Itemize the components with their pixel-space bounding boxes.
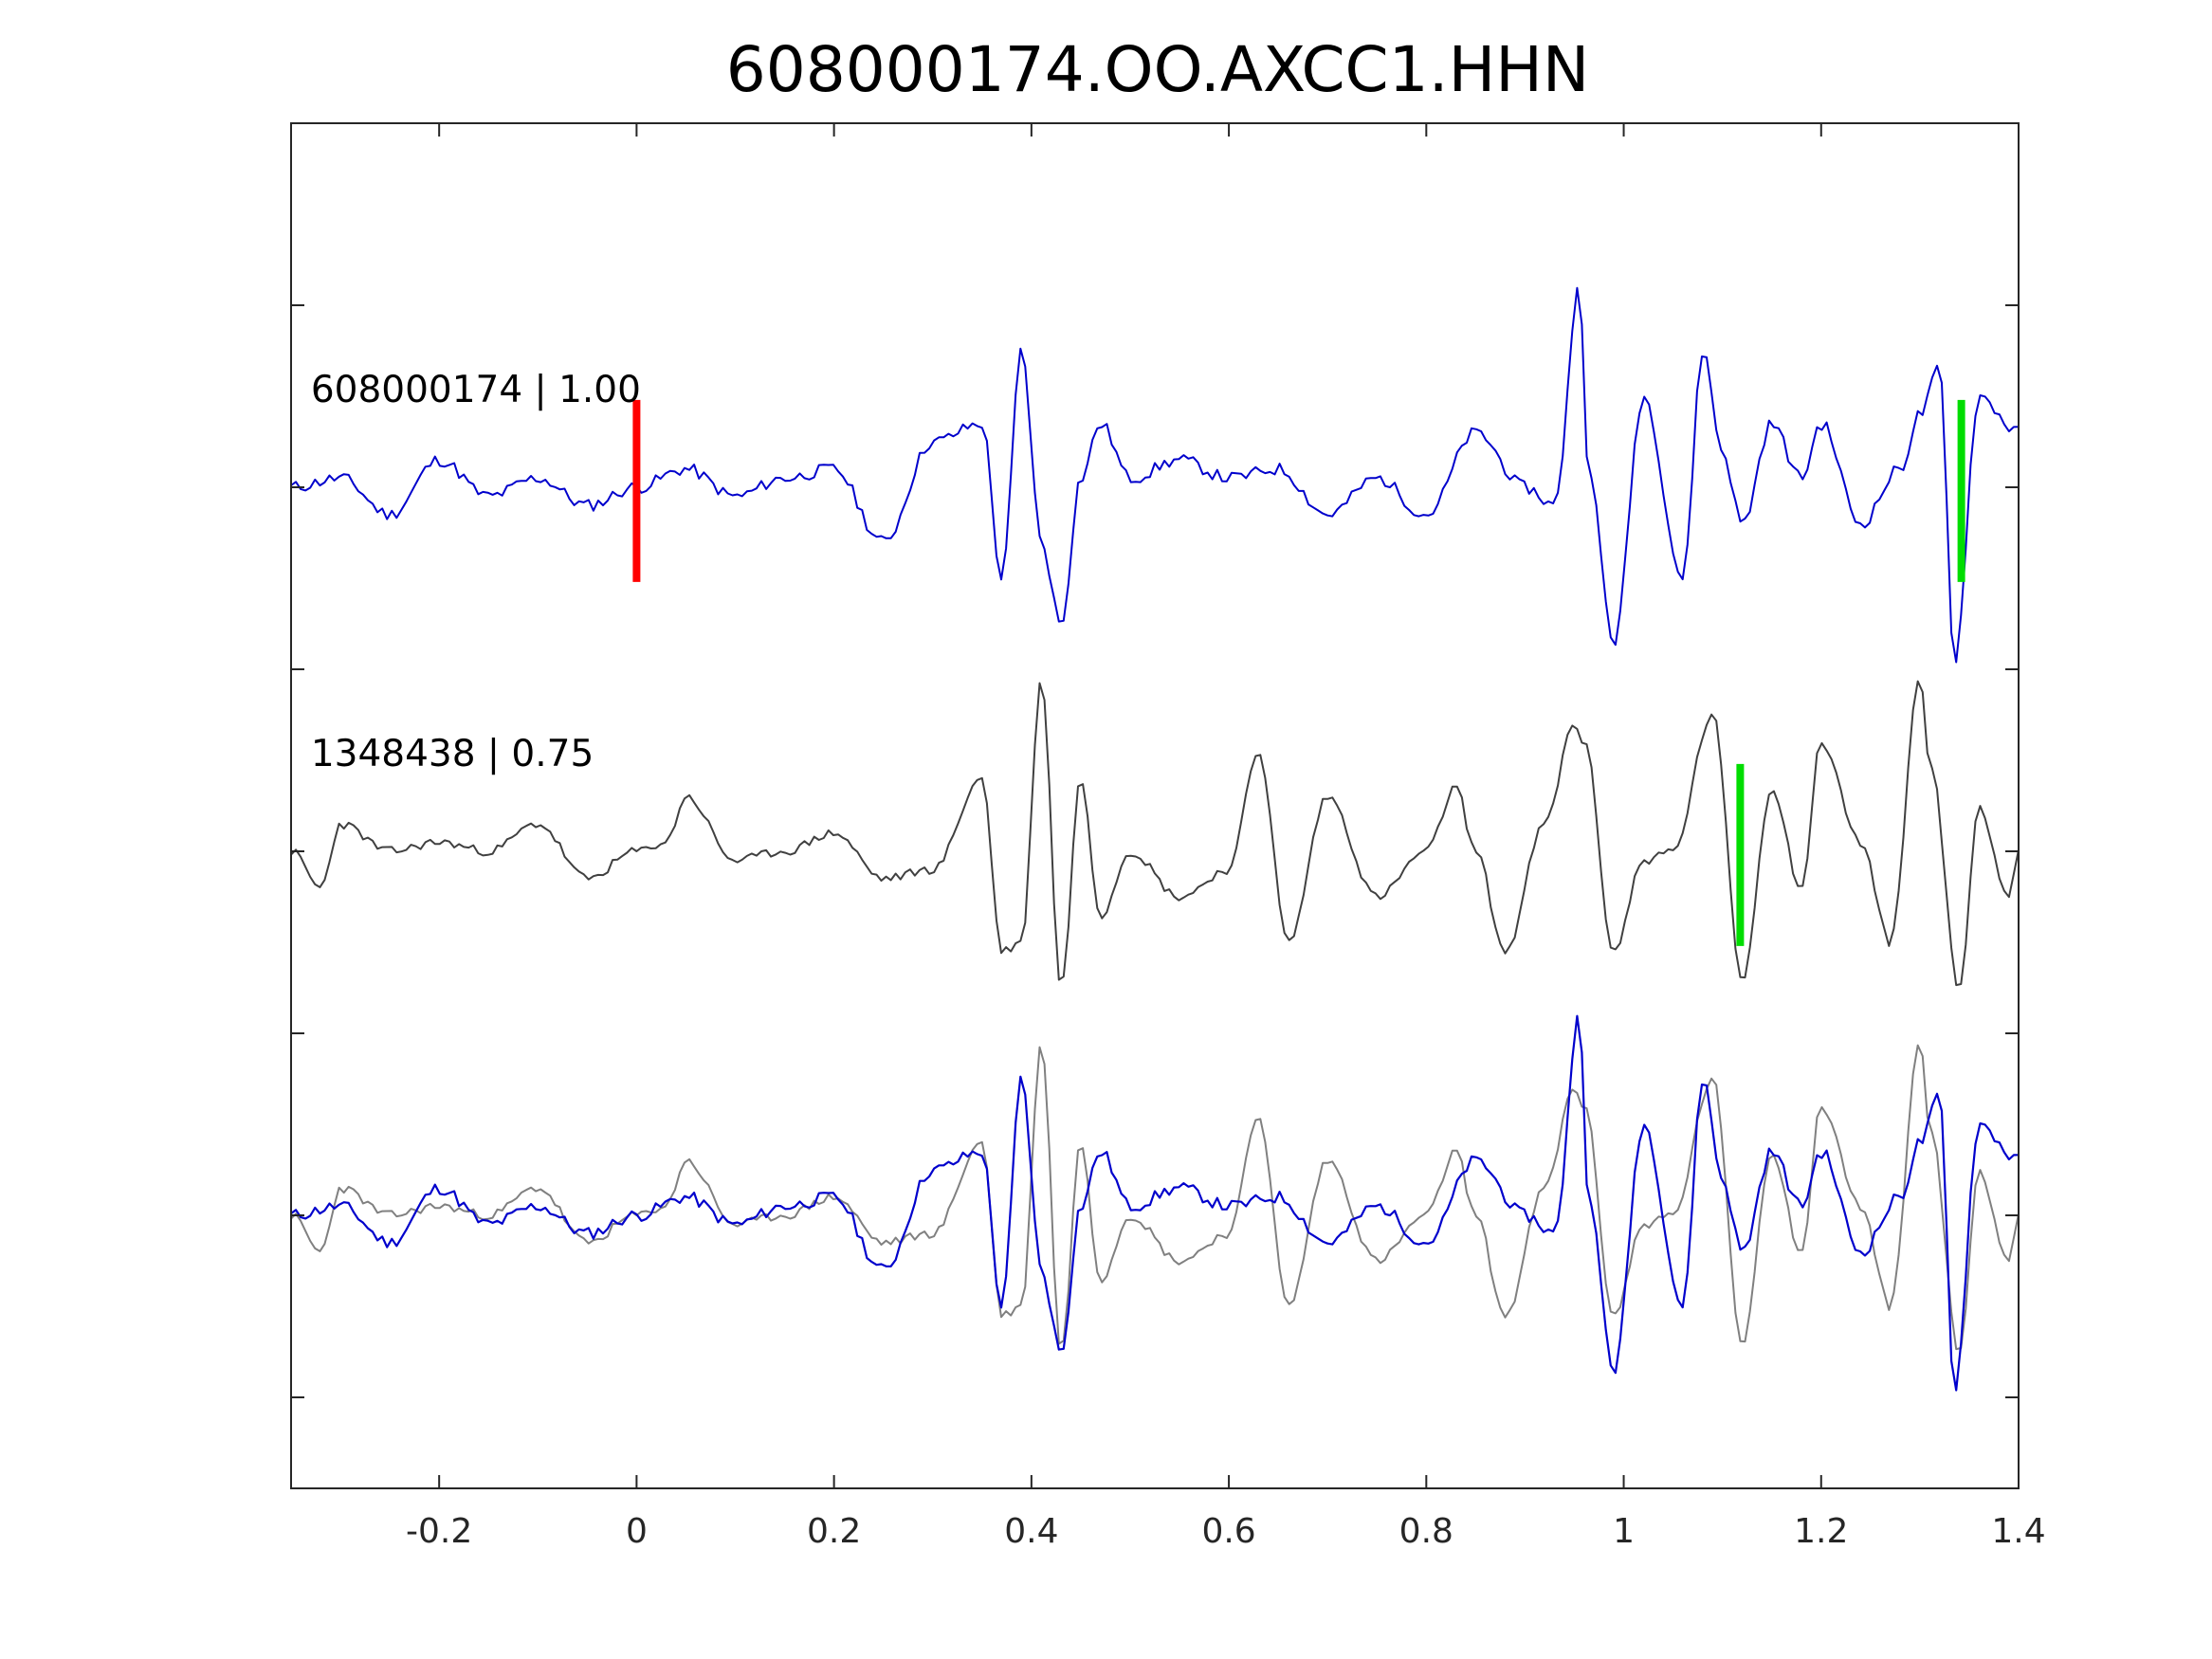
x-tick-label: -0.2 bbox=[406, 1512, 472, 1551]
plot-area bbox=[290, 286, 2020, 1392]
series-line-overlay-detection bbox=[290, 1044, 2020, 1351]
axes-frame bbox=[290, 122, 2020, 1489]
x-tick-label: 1.2 bbox=[1794, 1512, 1848, 1551]
trace-labels: 608000174 | 1.00 1348438 | 0.75 bbox=[311, 369, 641, 775]
x-tick-label: 1.4 bbox=[1991, 1512, 2045, 1551]
x-tick-label: 1 bbox=[1613, 1512, 1635, 1551]
x-tick-label: 0.2 bbox=[807, 1512, 861, 1551]
axes: -0.2 0 0.2 0.4 0.6 0.8 1 1.2 1.4 bbox=[290, 122, 2046, 1551]
x-tick-label: 0.8 bbox=[1399, 1512, 1453, 1551]
series-line-detection bbox=[290, 680, 2020, 987]
x-tick-label: 0.6 bbox=[1201, 1512, 1255, 1551]
trace-label-2: 1348438 | 0.75 bbox=[311, 733, 594, 775]
series-line-overlay-template bbox=[290, 1014, 2020, 1392]
x-tick-label: 0.4 bbox=[1004, 1512, 1058, 1551]
x-tick-label: 0 bbox=[626, 1512, 648, 1551]
chart-title: 608000174.OO.AXCC1.HHN bbox=[726, 33, 1589, 106]
trace-label-1: 608000174 | 1.00 bbox=[311, 369, 641, 411]
series-line-template bbox=[290, 286, 2020, 664]
